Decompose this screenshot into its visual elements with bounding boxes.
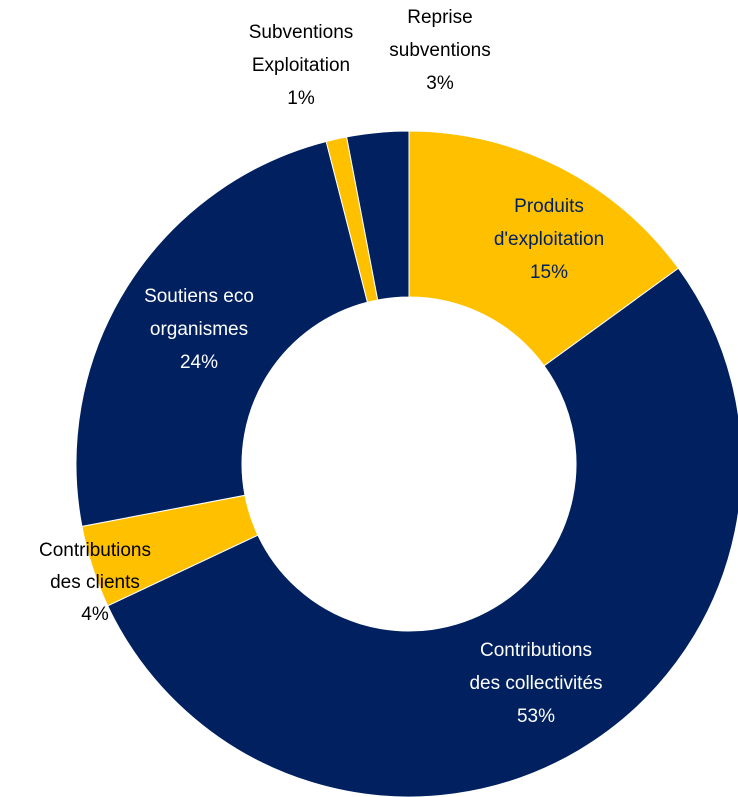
value-label: 3% [426, 73, 454, 94]
category-label: Contributions des collectivités [469, 640, 602, 694]
donut-slice [107, 267, 738, 797]
category-label: Contributions des clients [39, 540, 151, 593]
value-label: 24% [180, 352, 218, 373]
data-label: Contributions des collectivités 53% [469, 640, 602, 727]
value-label: 1% [287, 88, 315, 109]
data-label: Reprise subventions 3% [389, 7, 490, 94]
value-label: 53% [517, 706, 555, 727]
donut-slice [408, 130, 680, 367]
data-label: Contributions des clients 4% [39, 540, 151, 625]
category-label: Reprise subventions [389, 7, 490, 61]
donut-slice [75, 140, 369, 527]
category-label: Produits d'exploitation [494, 196, 604, 250]
data-label: Soutiens eco organismes 24% [144, 286, 254, 373]
category-label: Soutiens eco organismes [144, 286, 254, 340]
data-label: Produits d'exploitation 15% [494, 196, 604, 283]
data-label: Subventions Exploitation 1% [249, 22, 354, 109]
category-label: Subventions Exploitation [249, 22, 354, 76]
donut-slice [346, 130, 410, 301]
value-label: 15% [530, 262, 568, 283]
value-label: 4% [81, 604, 109, 625]
